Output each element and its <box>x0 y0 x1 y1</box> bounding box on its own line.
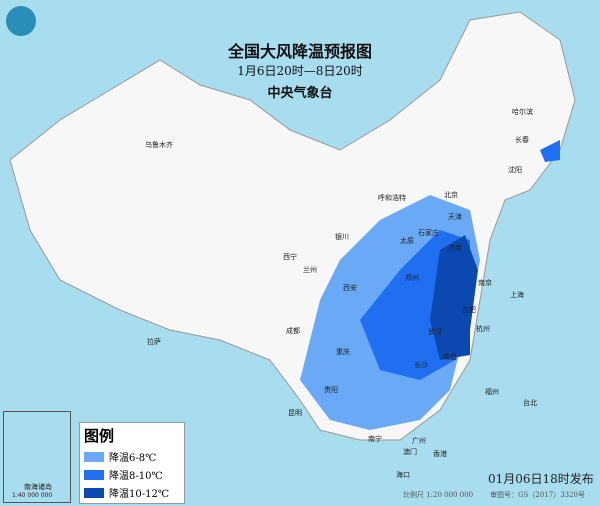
map-title: 全国大风降温预报图 <box>227 42 372 61</box>
city-label: 北京 <box>444 191 458 199</box>
legend-item: 降温6-8℃ <box>84 449 180 464</box>
city-label: 郑州 <box>405 274 419 282</box>
city-label: 西安 <box>343 284 357 292</box>
south-china-sea-inset: 南海诸岛 1:40 000 000 <box>3 411 71 503</box>
city-label: 济南 <box>448 244 462 252</box>
city-label: 沈阳 <box>508 166 522 174</box>
scale-text: 比例尺 1:20 000 000 <box>403 491 474 499</box>
city-label: 台北 <box>523 399 537 407</box>
city-label: 昆明 <box>288 409 302 417</box>
city-label: 南京 <box>478 279 492 287</box>
city-label: 石家庄 <box>418 229 439 237</box>
city-label: 福州 <box>485 388 499 396</box>
city-label: 合肥 <box>462 306 476 314</box>
city-label: 杭州 <box>476 325 490 333</box>
city-label: 拉萨 <box>147 338 161 346</box>
city-label: 澳门 <box>403 448 417 456</box>
legend-heading: 图例 <box>84 427 115 445</box>
legend-swatch <box>84 487 104 498</box>
inset-label: 南海诸岛 <box>24 483 52 491</box>
city-label: 天津 <box>448 213 462 221</box>
city-label: 兰州 <box>303 266 317 274</box>
city-label: 贵阳 <box>324 386 338 394</box>
cooling-10-12-zone <box>430 235 478 360</box>
legend-item: 降温10-12℃ <box>84 485 180 500</box>
inset-scale: 1:40 000 000 <box>12 492 53 499</box>
city-label: 成都 <box>286 327 300 335</box>
city-label: 呼和浩特 <box>378 194 406 202</box>
city-label: 南宁 <box>368 435 382 443</box>
city-label: 哈尔滨 <box>512 108 533 116</box>
legend-label: 降温6-8℃ <box>109 453 157 464</box>
city-label: 乌鲁木齐 <box>145 141 173 149</box>
legend-item: 降温8-10℃ <box>84 467 180 482</box>
legend-swatch <box>84 469 104 480</box>
publish-time: 01月06日18时发布 <box>488 472 594 486</box>
map-number: 审图号：GS（2017）3320号 <box>490 491 586 499</box>
city-label: 长沙 <box>414 361 428 369</box>
legend-swatch <box>84 451 104 462</box>
map-period: 1月6日20时—8日20时 <box>237 64 363 78</box>
legend-label: 降温8-10℃ <box>109 471 163 482</box>
legend-label: 降温10-12℃ <box>109 489 170 500</box>
city-label: 武汉 <box>428 328 442 336</box>
cooling-northeast <box>540 140 560 162</box>
city-label: 太原 <box>400 237 414 245</box>
city-label: 南昌 <box>443 353 457 361</box>
city-label: 西宁 <box>283 253 297 261</box>
city-label: 海口 <box>396 471 410 479</box>
city-label: 香港 <box>433 450 447 458</box>
city-label: 重庆 <box>336 348 350 356</box>
city-label: 上海 <box>510 291 524 299</box>
city-label: 长春 <box>515 136 529 144</box>
cma-logo-icon <box>6 6 36 36</box>
city-label: 银川 <box>335 233 349 241</box>
city-label: 广州 <box>412 437 426 445</box>
legend: 图例 降温6-8℃ 降温8-10℃ 降温10-12℃ <box>79 422 185 504</box>
issuer: 中央气象台 <box>267 86 333 101</box>
